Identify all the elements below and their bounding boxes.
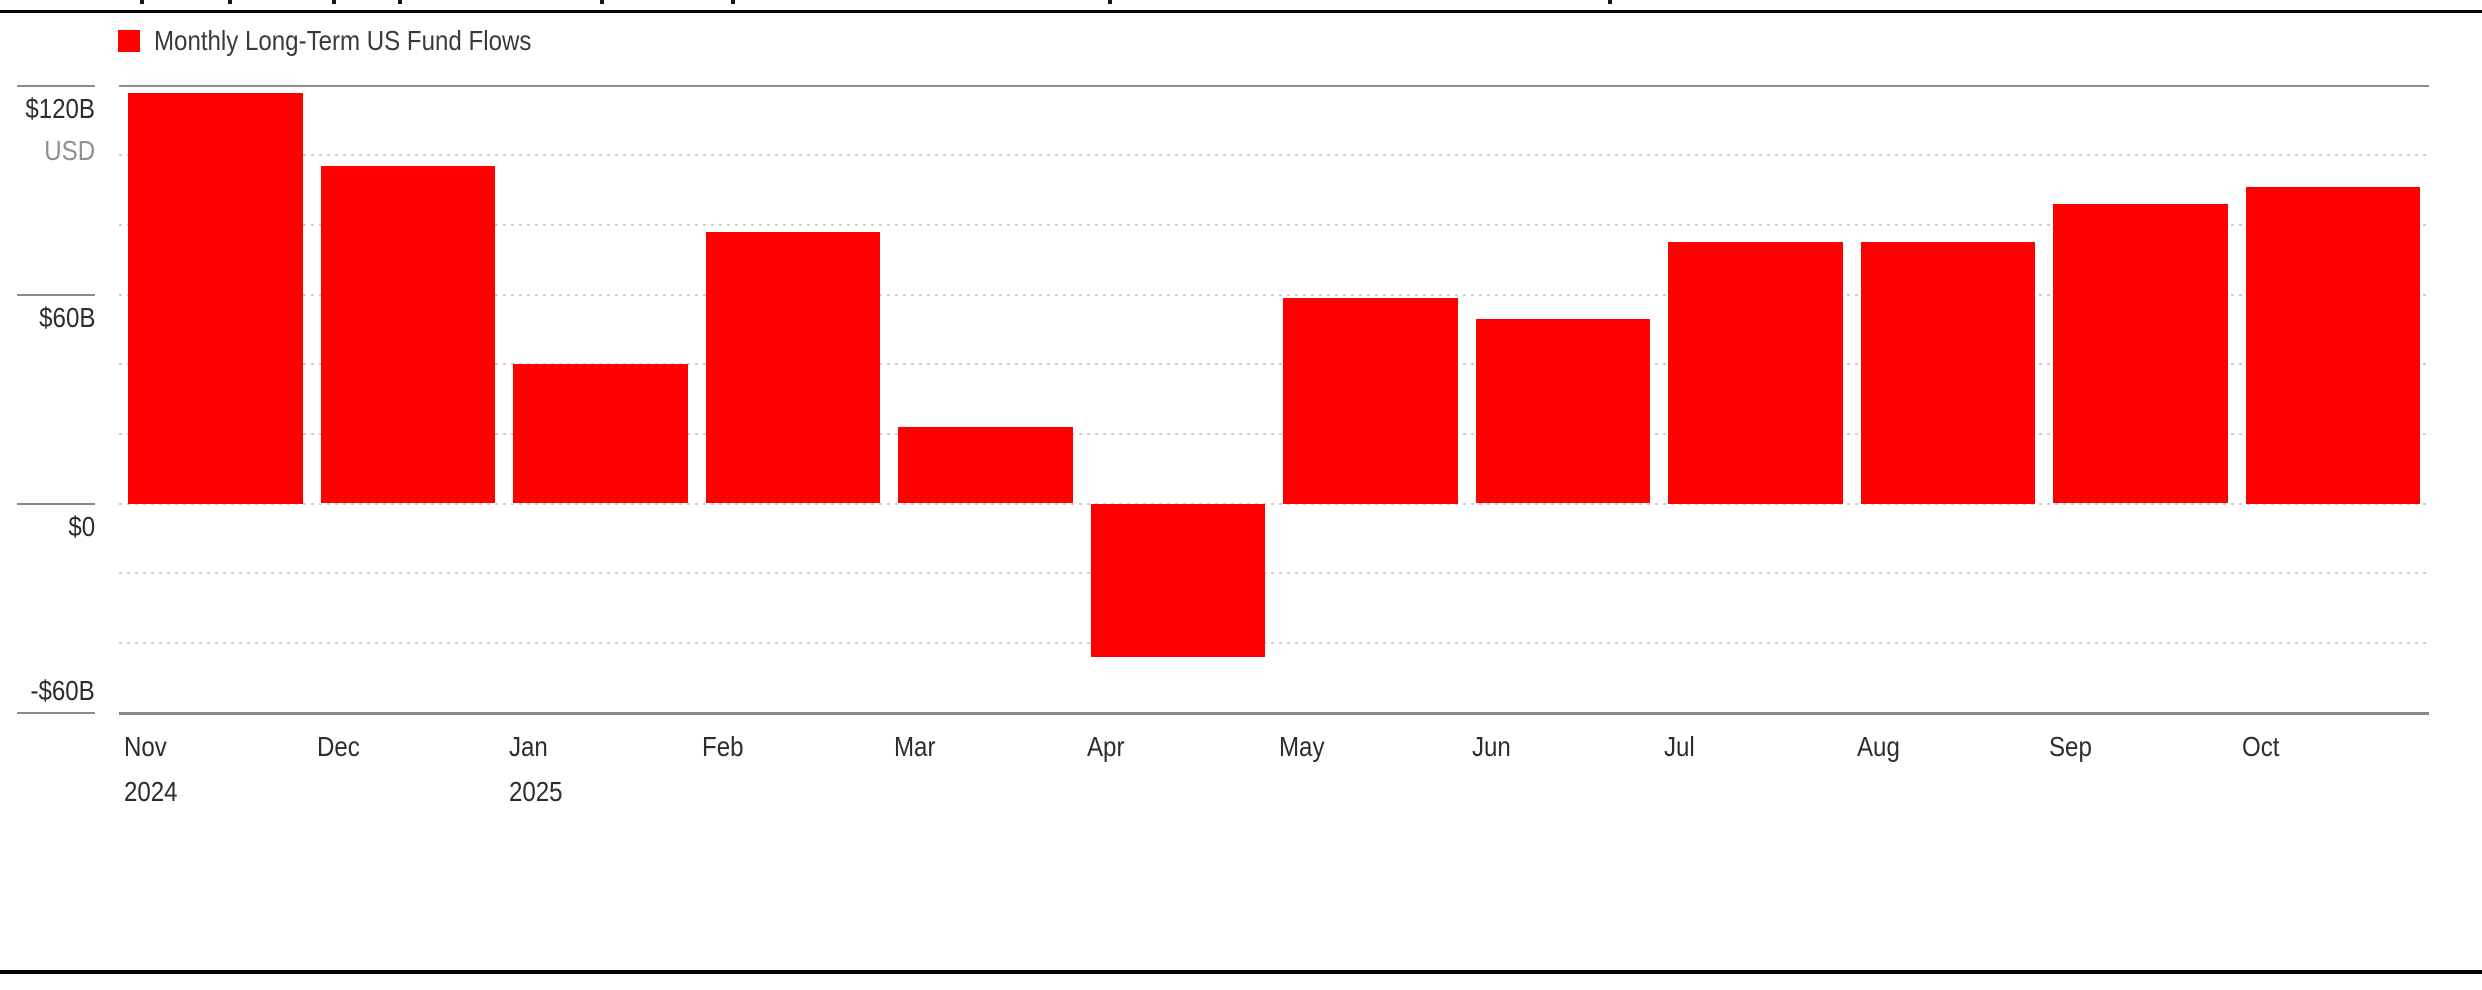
- bar-dec-2024[interactable]: [320, 165, 495, 504]
- x-label-year-2024: 2024: [124, 776, 186, 808]
- x-label-month-text: Oct: [2241, 731, 2279, 762]
- x-label-feb: Feb: [702, 731, 750, 763]
- x-label-month-text: Nov: [124, 731, 167, 762]
- gridline-dotted-60b: [119, 293, 2429, 296]
- y-tick-label-0b: $0: [0, 511, 95, 543]
- bar-oct-2025[interactable]: [2245, 186, 2420, 504]
- clipped-text-mark: [332, 0, 336, 4]
- bar-feb-2025[interactable]: [705, 231, 880, 504]
- x-label-month-text: Apr: [1086, 731, 1124, 762]
- y-axis-unit-label: USD: [0, 135, 95, 167]
- clipped-text-mark: [1608, 0, 1612, 4]
- y-tick-label-text: $0: [68, 510, 95, 542]
- y-tick--60b: [17, 711, 95, 714]
- gridline-dotted-20b: [119, 432, 2429, 435]
- x-label-aug: Aug: [1857, 731, 1907, 763]
- top-rule: [0, 10, 2482, 13]
- y-tick-60b: [17, 293, 95, 296]
- bar-apr-2025[interactable]: [1090, 503, 1265, 657]
- bar-jul-2025[interactable]: [1668, 242, 1843, 504]
- x-label-year-2025: 2025: [509, 776, 571, 808]
- bar-jan-2025[interactable]: [513, 364, 688, 504]
- clipped-text-mark: [140, 0, 144, 4]
- gridline-dotted-0b: [119, 502, 2429, 505]
- bar-aug-2025[interactable]: [1860, 242, 2035, 504]
- x-label-month-text: Jun: [1471, 731, 1511, 762]
- x-label-month-text: May: [1279, 731, 1325, 762]
- gridline-dotted-100b: [119, 154, 2429, 157]
- x-label-month-text: Sep: [2049, 731, 2092, 762]
- x-label-month-text: Jan: [509, 731, 548, 762]
- clipped-text-mark: [228, 0, 232, 4]
- legend-label: Monthly Long-Term US Fund Flows: [154, 25, 532, 56]
- x-label-mar: Mar: [894, 731, 942, 763]
- bar-mar-2025[interactable]: [898, 426, 1073, 504]
- x-label-nov: Nov: [124, 731, 174, 763]
- gridline-dotted-40b: [119, 363, 2429, 366]
- y-tick-label-text: $120B: [25, 92, 95, 124]
- x-label-jun: Jun: [1472, 731, 1517, 763]
- legend-swatch: [118, 30, 140, 52]
- y-tick-120b: [17, 84, 95, 87]
- bottom-rule: [0, 970, 2482, 974]
- gridline-dotted--40b: [119, 641, 2429, 644]
- x-label-jul: Jul: [1664, 731, 1700, 763]
- y-axis-unit-text: USD: [44, 134, 95, 166]
- bar-sep-2025[interactable]: [2053, 203, 2228, 504]
- y-tick-label-60b: $60B: [0, 302, 95, 334]
- x-label-month-text: Feb: [701, 731, 743, 762]
- gridline-dotted-80b: [119, 223, 2429, 226]
- x-label-month-text: Mar: [894, 731, 936, 762]
- gridline-top-120b: [119, 84, 2429, 87]
- x-label-sep: Sep: [2049, 731, 2099, 763]
- y-tick-label-text: $60B: [38, 301, 95, 333]
- x-label-year-text: 2024: [124, 776, 178, 807]
- clipped-text-mark: [1108, 0, 1112, 4]
- y-tick-label-text: -$60B: [30, 674, 95, 706]
- clipped-text-mark: [398, 0, 402, 4]
- y-tick-0b: [17, 502, 95, 505]
- bar-jun-2025[interactable]: [1475, 318, 1650, 504]
- x-label-year-text: 2025: [509, 776, 563, 807]
- clipped-text-mark: [600, 0, 604, 4]
- x-label-month-text: Dec: [316, 731, 360, 762]
- y-tick-label--60b: -$60B: [0, 675, 95, 707]
- x-label-oct: Oct: [2242, 731, 2286, 763]
- x-label-month-text: Aug: [1856, 731, 1900, 762]
- x-label-jan: Jan: [509, 731, 554, 763]
- x-label-may: May: [1279, 731, 1332, 763]
- x-label-month-text: Jul: [1664, 731, 1695, 762]
- bar-may-2025[interactable]: [1283, 298, 1458, 504]
- y-tick-label-120b: $120B: [0, 93, 95, 125]
- chart-legend: Monthly Long-Term US Fund Flows: [118, 25, 593, 56]
- x-label-dec: Dec: [317, 731, 367, 763]
- x-axis-line: [119, 711, 2429, 715]
- x-label-apr: Apr: [1087, 731, 1131, 763]
- clipped-text-mark: [731, 0, 735, 4]
- bar-nov-2024[interactable]: [128, 92, 303, 504]
- gridline-dotted--20b: [119, 572, 2429, 575]
